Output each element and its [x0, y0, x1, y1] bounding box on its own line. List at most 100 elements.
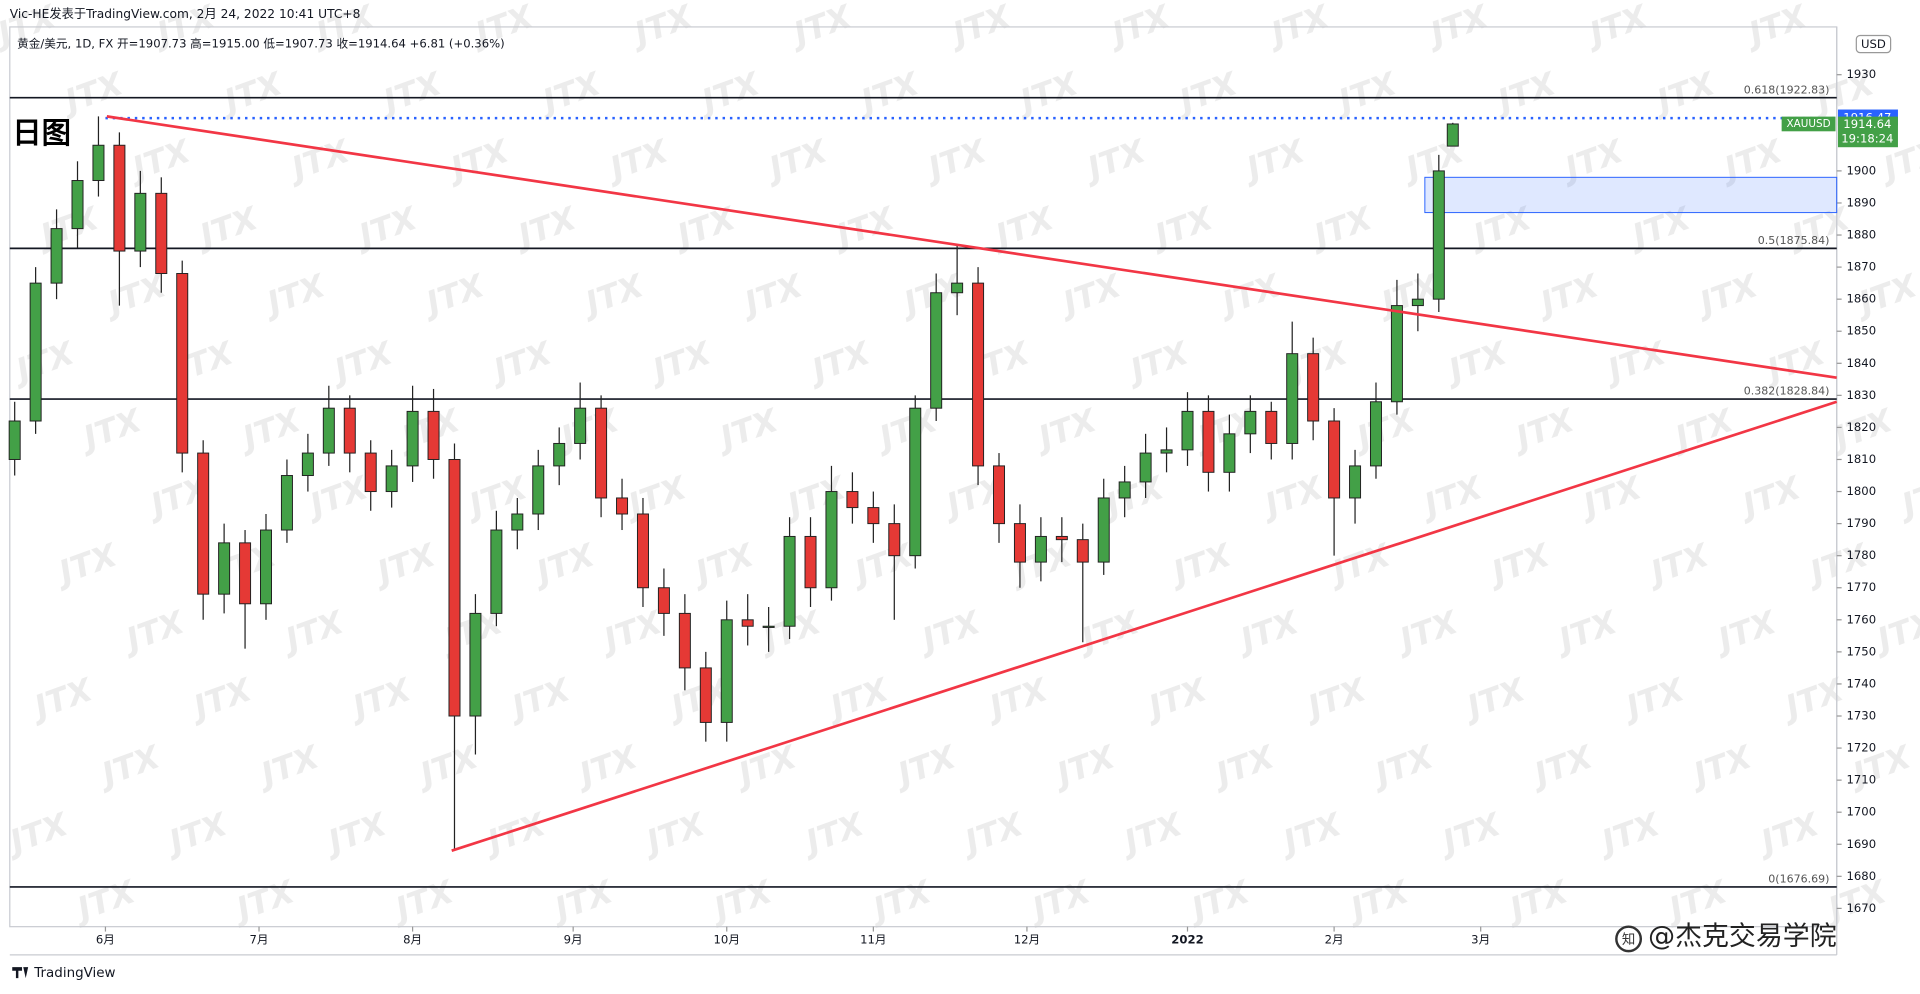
x-tick-label: 6月	[96, 933, 115, 947]
candle-body	[1034, 535, 1047, 563]
candle-body	[406, 410, 419, 467]
candle-body	[176, 273, 189, 454]
candle-body	[322, 407, 335, 454]
candle-body	[1307, 353, 1320, 422]
y-tick-label: 1850	[1847, 324, 1877, 338]
candle-body	[888, 523, 901, 557]
annotation: 日图	[12, 116, 71, 150]
candle-body	[1181, 410, 1194, 451]
y-tick-label: 1670	[1847, 901, 1877, 915]
candle-body	[951, 282, 964, 294]
y-tick-label: 1770	[1847, 580, 1877, 594]
candle-body	[301, 452, 314, 477]
brand: TradingView	[33, 966, 115, 981]
level-label: 0.618(1922.83)	[1744, 83, 1830, 96]
candle-body	[1432, 170, 1445, 300]
y-tick-label: 1870	[1847, 260, 1877, 274]
candle-body	[1076, 539, 1089, 563]
x-tick-label: 11月	[860, 933, 886, 947]
currency-box[interactable]	[1855, 34, 1892, 54]
last-price-box	[1837, 116, 1898, 148]
x-tick-label: 2022	[1171, 933, 1203, 947]
y-tick-label: 1880	[1847, 228, 1877, 242]
candle-body	[1097, 497, 1110, 563]
y-tick-label: 1840	[1847, 356, 1877, 370]
candle-body	[113, 144, 126, 252]
y-tick-label: 1830	[1847, 388, 1877, 402]
x-tick-label: 2月	[1325, 933, 1344, 947]
level-label: 0(1676.69)	[1768, 873, 1829, 886]
candle-body	[385, 465, 398, 493]
y-tick-label: 1690	[1847, 837, 1877, 851]
level-label: 0.382(1828.84)	[1744, 385, 1830, 398]
candle-body	[343, 407, 356, 454]
y-tick-label: 1800	[1847, 484, 1877, 498]
candle-body	[1328, 420, 1341, 499]
candle-body	[678, 612, 691, 669]
candle-body	[616, 497, 629, 515]
candle-body	[1202, 410, 1215, 473]
candle-body	[867, 507, 880, 525]
candle-body	[1390, 305, 1403, 403]
candle-body	[909, 407, 922, 557]
y-tick-label: 1700	[1847, 805, 1877, 819]
x-tick-label: 12月	[1014, 933, 1040, 947]
candle-body	[1411, 298, 1424, 307]
candle-body	[427, 410, 440, 460]
candle-body	[448, 458, 461, 717]
candle-body	[595, 407, 608, 499]
y-tick-label: 1790	[1847, 516, 1877, 530]
candle-body	[50, 228, 63, 284]
candle-body	[846, 491, 859, 509]
y-tick-label: 1730	[1847, 709, 1877, 723]
candle-body	[280, 475, 293, 531]
candle-body	[1223, 433, 1236, 473]
candle-body	[29, 282, 42, 422]
candle-body	[1369, 401, 1382, 467]
candle-body	[469, 612, 482, 717]
y-tick-label: 1720	[1847, 741, 1877, 755]
candle-body	[993, 465, 1006, 525]
candle-body	[1286, 353, 1299, 444]
y-tick-label: 1760	[1847, 612, 1877, 626]
brand-logo	[12, 967, 29, 979]
candle-body	[8, 420, 21, 460]
candle-body	[699, 667, 712, 723]
candle-body	[574, 407, 587, 444]
legend: 黄金/美元, 1D, FX 开=1907.73 高=1915.00 低=1907…	[17, 37, 505, 51]
candle-body	[1265, 410, 1278, 444]
credit: @杰克交易学院	[1648, 921, 1837, 952]
symbol-box	[1781, 116, 1836, 132]
level-label: 0.5(1875.84)	[1758, 234, 1830, 247]
x-tick-label: 10月	[714, 933, 740, 947]
candle-body	[1139, 452, 1152, 483]
y-tick-label: 1820	[1847, 420, 1877, 434]
y-tick-label: 1680	[1847, 869, 1877, 883]
candle-body	[71, 180, 84, 230]
x-tick-label: 3月	[1471, 933, 1490, 947]
candle-body	[134, 192, 147, 252]
candle-body	[720, 619, 733, 723]
svg-text:知: 知	[1622, 931, 1635, 948]
candle-body	[532, 465, 545, 515]
candle-body	[741, 619, 754, 627]
candle-body	[783, 535, 796, 627]
currency[interactable]: USD	[1861, 37, 1886, 51]
y-tick-label: 1930	[1847, 67, 1877, 81]
zone	[1424, 176, 1838, 214]
symbol-label: XAUUSD	[1787, 118, 1831, 130]
y-tick-label: 1750	[1847, 644, 1877, 658]
candle-body	[1349, 465, 1362, 499]
candle-body	[260, 529, 273, 605]
candle-body	[930, 292, 943, 409]
candle-body	[1160, 449, 1173, 454]
trendline	[451, 400, 1838, 852]
x-tick-label: 7月	[250, 933, 269, 947]
candle-body	[197, 452, 210, 595]
candle-body	[511, 513, 524, 531]
x-tick-label: 9月	[564, 933, 583, 947]
y-tick-label: 1780	[1847, 548, 1877, 562]
candle-body	[1446, 123, 1459, 147]
